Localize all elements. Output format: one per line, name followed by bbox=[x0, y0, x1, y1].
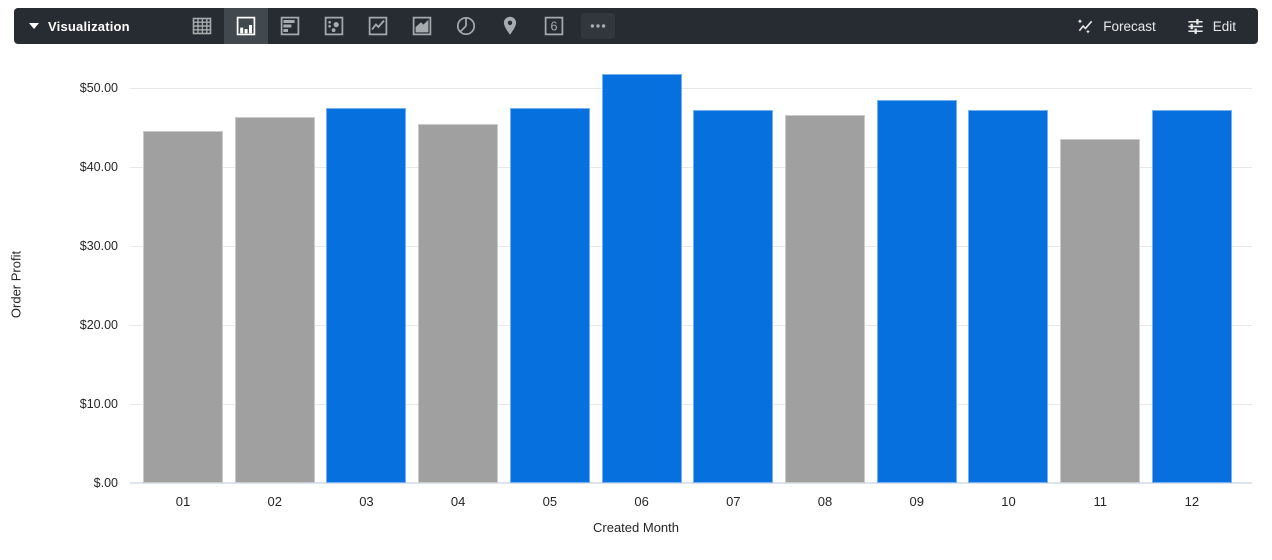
x-axis-tick-label: 01 bbox=[175, 494, 191, 509]
y-axis-title: Order Profit bbox=[8, 250, 24, 318]
scatter-icon[interactable] bbox=[312, 8, 356, 44]
chart-type-selector: 6 bbox=[180, 8, 620, 44]
column-chart: Order Profit Created Month $.00 $10.00 $20… bbox=[0, 52, 1272, 560]
x-axis-tick-label: 07 bbox=[726, 494, 741, 509]
bar-month-05[interactable] bbox=[509, 108, 590, 483]
forecast-button[interactable]: Forecast bbox=[1076, 17, 1156, 36]
gridline bbox=[130, 246, 1252, 247]
x-axis-tick-label: 09 bbox=[909, 494, 924, 509]
edit-button[interactable]: Edit bbox=[1186, 17, 1236, 36]
x-axis-tick-label: 03 bbox=[359, 494, 374, 509]
x-axis-line bbox=[130, 482, 1252, 484]
x-axis-tick-label: 12 bbox=[1184, 494, 1200, 509]
y-axis-tick-label: $30.00 bbox=[79, 239, 118, 253]
sliders-icon bbox=[1186, 17, 1205, 36]
x-axis-tick-label: 02 bbox=[267, 494, 282, 509]
visualization-toolbar: Visualization 6 Forecast bbox=[14, 8, 1258, 44]
gridline bbox=[130, 404, 1252, 405]
bar-month-11[interactable] bbox=[1060, 139, 1141, 483]
svg-text:6: 6 bbox=[550, 19, 557, 33]
y-axis-tick-label: $40.00 bbox=[79, 160, 118, 174]
edit-button-label: Edit bbox=[1212, 18, 1236, 34]
more-icon bbox=[580, 13, 615, 39]
y-axis-tick-label: $50.00 bbox=[79, 81, 118, 95]
bar-month-12[interactable] bbox=[1151, 110, 1232, 483]
y-axis-tick-label: $20.00 bbox=[79, 318, 118, 332]
gridline bbox=[130, 325, 1252, 326]
x-axis-tick-label: 10 bbox=[1001, 494, 1016, 509]
bar-month-09[interactable] bbox=[876, 100, 957, 483]
gridline bbox=[130, 88, 1252, 89]
x-axis-tick-label: 08 bbox=[817, 494, 833, 509]
y-axis-tick-label: $.00 bbox=[93, 476, 118, 490]
area-chart-icon[interactable] bbox=[400, 8, 444, 44]
line-chart-icon[interactable] bbox=[356, 8, 400, 44]
bar-month-07[interactable] bbox=[693, 110, 774, 483]
bar-month-03[interactable] bbox=[326, 108, 407, 483]
column-chart-icon[interactable] bbox=[223, 8, 268, 44]
visualization-collapse-toggle[interactable]: Visualization bbox=[14, 19, 130, 34]
x-axis-tick-label: 11 bbox=[1093, 494, 1107, 509]
pie-chart-icon[interactable] bbox=[444, 8, 488, 44]
bar-month-04[interactable] bbox=[418, 124, 499, 483]
bar-month-06[interactable] bbox=[601, 74, 682, 483]
map-icon[interactable] bbox=[488, 8, 532, 44]
bar-month-01[interactable] bbox=[143, 131, 223, 483]
x-axis-title: Created Month bbox=[593, 520, 679, 535]
gridline bbox=[130, 167, 1252, 168]
y-axis-tick-label: $10.00 bbox=[79, 397, 118, 411]
bar-month-10[interactable] bbox=[968, 110, 1049, 483]
bar-chart-icon[interactable] bbox=[268, 8, 312, 44]
x-axis-tick-label: 06 bbox=[634, 494, 649, 509]
caret-down-icon bbox=[29, 23, 39, 29]
visualization-toolbar-title: Visualization bbox=[48, 18, 130, 34]
x-axis-tick-label: 05 bbox=[542, 494, 558, 509]
more-icon[interactable] bbox=[576, 8, 620, 44]
single-value-icon[interactable]: 6 bbox=[532, 8, 576, 44]
bar-month-08[interactable] bbox=[785, 115, 866, 483]
bar-month-02[interactable] bbox=[234, 117, 315, 483]
forecast-button-label: Forecast bbox=[1103, 18, 1156, 34]
x-axis-tick-label: 04 bbox=[450, 494, 466, 509]
forecast-sparkle-icon bbox=[1076, 17, 1095, 36]
table-icon[interactable] bbox=[180, 8, 224, 44]
